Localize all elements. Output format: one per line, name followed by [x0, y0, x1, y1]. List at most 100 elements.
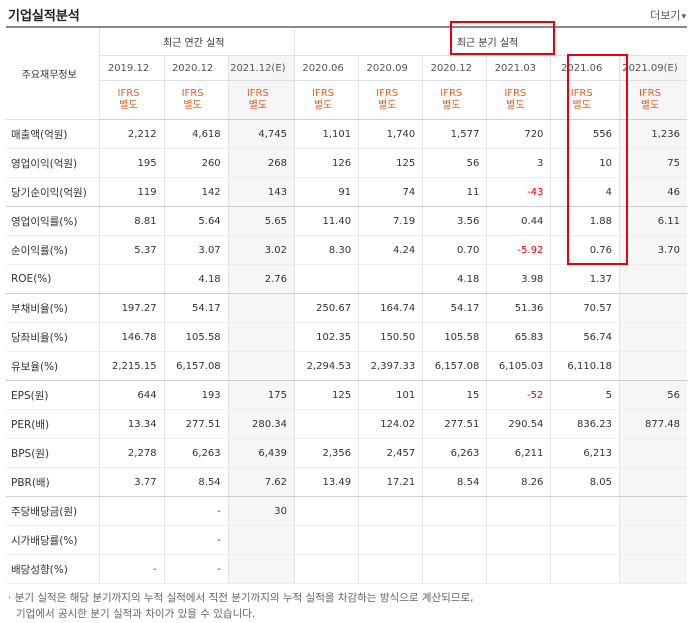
table-cell: [550, 496, 620, 526]
table-row: 매출액(억원) 2,212 4,618 4,745 1,101 1,740 1,577 720…: [6, 119, 687, 149]
table-cell: 197.27: [99, 293, 165, 323]
table-cell: 6,439: [228, 438, 295, 468]
table-cell: 6,263: [164, 438, 229, 468]
table-cell: 1,101: [294, 119, 360, 149]
table-cell: 4.24: [358, 235, 424, 265]
table-cell: [619, 293, 687, 323]
table-row: 주당배당금(원) -30: [6, 496, 687, 526]
standard-top-label: IFRS: [504, 88, 527, 99]
row-label: 당좌비율(%): [6, 322, 101, 352]
table-cell: 720: [486, 119, 552, 149]
table-cell: 124.02: [358, 409, 424, 439]
accounting-standard: IFRS 별도: [486, 80, 552, 120]
table-cell: [294, 496, 360, 526]
row-label: 영업이익(억원): [6, 148, 101, 178]
table-cell: 5.37: [99, 235, 165, 265]
period-header: 2021.12(E): [228, 55, 295, 81]
table-cell: 1.37: [550, 264, 620, 294]
row-label: 유보율(%): [6, 351, 101, 381]
table-cell: -43: [486, 177, 552, 207]
table-cell: 6,157.08: [422, 351, 488, 381]
row-label: 매출액(억원): [6, 119, 101, 149]
table-cell: 91: [294, 177, 360, 207]
table-cell: 0.70: [422, 235, 488, 265]
table-cell: 6,110.18: [550, 351, 620, 381]
table-cell: 277.51: [422, 409, 488, 439]
more-link[interactable]: 더보기▾: [650, 7, 686, 23]
row-label: PER(배): [6, 409, 101, 439]
table-cell: 8.54: [164, 467, 229, 497]
table-cell: -: [164, 554, 229, 584]
table-cell: [228, 554, 295, 584]
table-cell: 13.34: [99, 409, 165, 439]
table-row: 순이익률(%) 5.37 3.07 3.02 8.30 4.24 0.70 -5.92 0.76…: [6, 235, 687, 265]
table-cell: 164.74: [358, 293, 424, 323]
table-cell: 193: [164, 380, 229, 410]
table-cell: 7.19: [358, 206, 424, 236]
standard-top-label: IFRS: [570, 88, 593, 99]
table-cell: 1.88: [550, 206, 620, 236]
table-cell: -: [164, 525, 229, 555]
period-header: 2020.12: [422, 55, 488, 81]
section-title: 기업실적분석: [8, 9, 80, 24]
table-cell: 10: [550, 148, 620, 178]
row-label: 당기순이익(억원): [6, 177, 101, 207]
table-cell: 51.36: [486, 293, 552, 323]
table-cell: [228, 351, 295, 381]
table-cell: 0.44: [486, 206, 552, 236]
table-cell: 4,745: [228, 119, 295, 149]
accounting-standard: IFRS 별도: [164, 80, 229, 120]
footnote-line: · 분기 실적은 해당 분기까지의 누적 실적에서 직전 분기까지의 누적 실적…: [8, 592, 474, 604]
row-label: 순이익률(%): [6, 235, 101, 265]
table-cell: 3.98: [486, 264, 552, 294]
table-row: 시가배당률(%) -: [6, 525, 687, 555]
table-cell: 6,105.03: [486, 351, 552, 381]
standard-top-label: IFRS: [117, 88, 140, 99]
table-cell: 56: [619, 380, 687, 410]
table-cell: 7.62: [228, 467, 295, 497]
table-cell: [619, 496, 687, 526]
table-cell: 2,212: [99, 119, 165, 149]
table-cell: 1,577: [422, 119, 488, 149]
table-cell: 195: [99, 148, 165, 178]
table-cell: 119: [99, 177, 165, 207]
table-cell: -5.92: [486, 235, 552, 265]
table-cell: 277.51: [164, 409, 229, 439]
more-label: 더보기: [650, 9, 681, 22]
period-header: 2020.06: [294, 55, 360, 81]
table-cell: 250.67: [294, 293, 360, 323]
table-cell: -: [99, 554, 165, 584]
table-cell: 8.30: [294, 235, 360, 265]
row-label: PBR(배): [6, 467, 101, 497]
table-row: ROE(%) 4.18 2.76 4.18 3.98 1.37: [6, 264, 687, 294]
table-cell: 2,356: [294, 438, 360, 468]
table-row: 영업이익률(%) 8.81 5.64 5.65 11.40 7.19 3.56 0.44 1.8…: [6, 206, 687, 236]
row-label: 시가배당률(%): [6, 525, 101, 555]
table-cell: 125: [358, 148, 424, 178]
table-cell: 4: [550, 177, 620, 207]
row-label: BPS(원): [6, 438, 101, 468]
table-cell: 54.17: [164, 293, 229, 323]
table-row: PER(배) 13.34 277.51 280.34 124.02 277.51 290.5…: [6, 409, 687, 439]
table-cell: 143: [228, 177, 295, 207]
table-cell: -52: [486, 380, 552, 410]
accounting-standard: IFRS 별도: [294, 80, 360, 120]
accounting-standard: IFRS 별도: [228, 80, 295, 120]
table-cell: [99, 496, 165, 526]
row-label: 영업이익률(%): [6, 206, 101, 236]
table-cell: [228, 525, 295, 555]
row-header: 주요재무정보: [6, 27, 101, 120]
standard-bottom-label: 별도: [248, 100, 268, 111]
table-cell: [619, 351, 687, 381]
table-cell: [294, 525, 360, 555]
table-cell: 280.34: [228, 409, 295, 439]
table-cell: [358, 264, 424, 294]
table-cell: 46: [619, 177, 687, 207]
standard-top-label: IFRS: [638, 88, 661, 99]
table-cell: 6,213: [550, 438, 620, 468]
standard-top-label: IFRS: [440, 88, 463, 99]
chevron-down-icon: ▾: [681, 12, 686, 22]
footnote: · 분기 실적은 해당 분기까지의 누적 실적에서 직전 분기까지의 누적 실적…: [8, 590, 473, 622]
table-cell: [358, 554, 424, 584]
table-cell: 644: [99, 380, 165, 410]
